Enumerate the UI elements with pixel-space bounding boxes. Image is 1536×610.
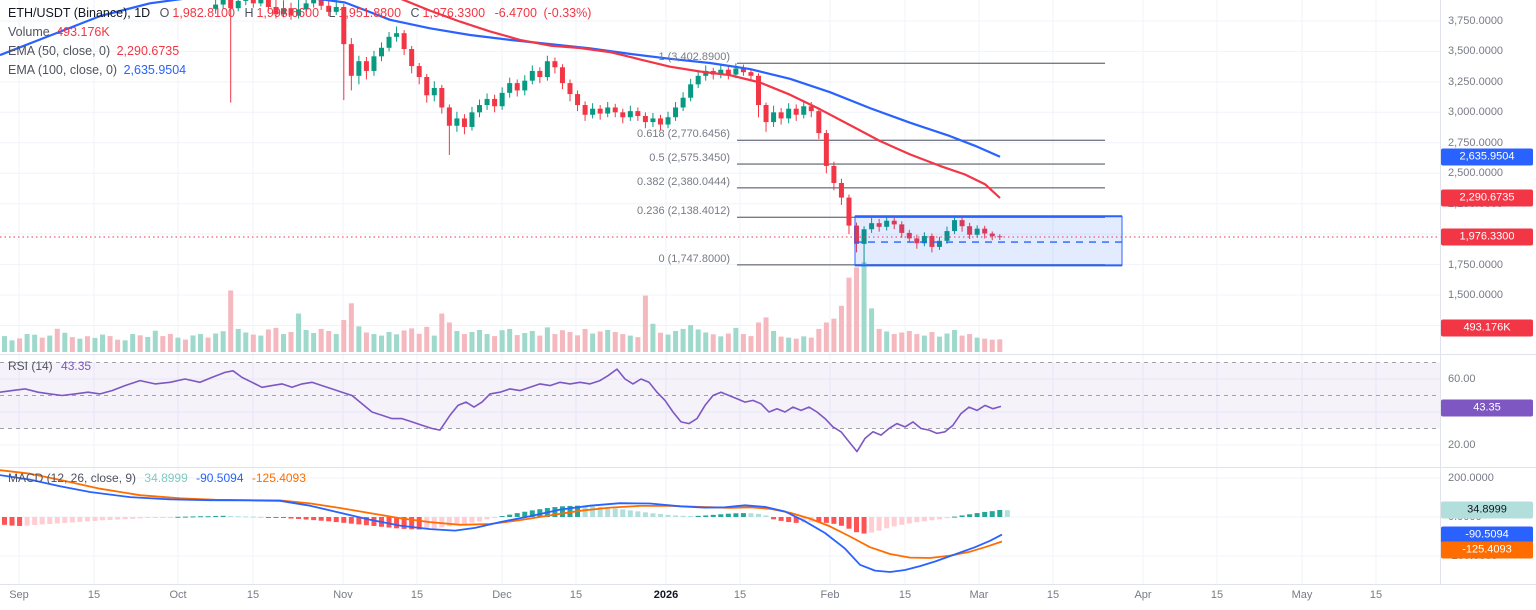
low-value: 1,951.8800 <box>338 6 402 20</box>
price-axis-label: 2,750.0000 <box>1448 136 1504 149</box>
rsi-value: 43.35 <box>61 359 92 373</box>
macd-hist-value: 34.8999 <box>144 471 188 485</box>
price-axis-label: 60.00 <box>1448 373 1476 385</box>
time-axis-label: 15 <box>410 589 424 601</box>
price-axis-label: 1,750.0000 <box>1448 258 1504 271</box>
volume-value: 493.176K <box>56 25 110 39</box>
macd-signal-value: -125.4093 <box>251 471 306 485</box>
fib-level-label: 0 (1,747.8000) <box>658 252 730 265</box>
price-axis-label: 20.00 <box>1448 439 1476 451</box>
price-axis-label: 3,750.0000 <box>1448 15 1504 27</box>
macd-line-badge: -90.5094 <box>1441 526 1533 544</box>
price-axis-label: 2,500.0000 <box>1448 167 1504 180</box>
ema100-badge: 2,635.9504 <box>1441 148 1533 166</box>
time-axis-label: 15 <box>898 589 912 601</box>
volume-row: Volume 493.176K <box>8 23 591 42</box>
fib-selection-box[interactable] <box>854 215 1123 266</box>
rsi-label[interactable]: RSI (14) <box>8 359 53 373</box>
time-axis-label: Mar <box>969 589 989 601</box>
macd-label[interactable]: MACD (12, 26, close, 9) <box>8 471 137 485</box>
price-axis-label: 1,500.0000 <box>1448 289 1504 301</box>
ema100-value: 2,635.9504 <box>123 63 187 77</box>
volume-badge: 493.176K <box>1441 319 1533 337</box>
close-value: 1,976.3300 <box>422 6 486 20</box>
ema100-row: EMA (100, close, 0) 2,635.9504 <box>8 61 591 80</box>
fib-level-label: 0.236 (2,138.4012) <box>637 205 730 218</box>
time-axis-label: 15 <box>1210 589 1224 601</box>
fib-level-label: 1 (3,402.8900) <box>658 51 730 64</box>
low-label: L <box>328 6 336 20</box>
macd-line-value: -90.5094 <box>196 471 244 485</box>
macd-legend: MACD (12, 26, close, 9) 34.8999 -90.5094… <box>8 471 306 485</box>
volume-label[interactable]: Volume <box>8 25 50 39</box>
fib-level-label: 0.618 (2,770.6456) <box>637 128 730 141</box>
close-label: C <box>410 6 420 20</box>
rsi-legend: RSI (14) 43.35 <box>8 359 91 373</box>
legend: ETH/USDT (Binance), 1D O 1,982.8100 H 1,99… <box>8 4 591 80</box>
time-axis-label: 15 <box>569 589 583 601</box>
time-axis-label: Dec <box>492 589 512 601</box>
rsi-badge: 43.35 <box>1441 399 1533 417</box>
price-axis-label: 3,000.0000 <box>1448 106 1504 119</box>
time-axis-label: Apr <box>1134 589 1152 601</box>
ema50-value: 2,290.6735 <box>116 44 180 58</box>
time-axis-label: Nov <box>333 589 353 601</box>
open-label: O <box>159 6 170 20</box>
ema50-label[interactable]: EMA (50, close, 0) <box>8 44 111 58</box>
change-percent: (-0.33%) <box>543 6 592 20</box>
pane-separator-rsi[interactable] <box>0 354 1536 355</box>
ema50-badge: 2,290.6735 <box>1441 189 1533 207</box>
open-value: 1,982.8100 <box>172 6 235 20</box>
ema50-row: EMA (50, close, 0) 2,290.6735 <box>8 42 591 61</box>
macd-hist-badge: 34.8999 <box>1441 501 1533 519</box>
time-axis-label: 15 <box>1369 589 1383 601</box>
change-value: -6.4700 <box>494 6 537 20</box>
high-label: H <box>244 6 254 20</box>
time-axis-label: 15 <box>1046 589 1060 601</box>
time-axis-label: Feb <box>820 589 840 601</box>
high-value: 1,998.6600 <box>256 6 320 20</box>
time-axis-label: 2026 <box>653 589 679 601</box>
price-axis-label: 200.0000 <box>1448 472 1494 484</box>
time-axis-label: Sep <box>9 589 29 601</box>
fib-level-label: 0.382 (2,380.0444) <box>637 175 730 188</box>
price-axis-separator <box>1440 0 1441 584</box>
fib-level-label: 0.5 (2,575.3450) <box>649 152 730 165</box>
price-axis-label: 3,500.0000 <box>1448 45 1504 58</box>
time-axis-label: 15 <box>733 589 747 601</box>
macd-signal-badge: -125.4093 <box>1441 541 1533 559</box>
price-axis-label: 3,250.0000 <box>1448 75 1504 88</box>
time-axis-label: May <box>1291 589 1313 601</box>
time-axis-label: Oct <box>169 589 187 601</box>
pane-separator-macd[interactable] <box>0 467 1536 468</box>
symbol-row: ETH/USDT (Binance), 1D O 1,982.8100 H 1,99… <box>8 4 591 23</box>
symbol-title[interactable]: ETH/USDT (Binance), 1D <box>8 6 151 20</box>
time-axis-label: 15 <box>246 589 260 601</box>
time-axis-label: 15 <box>87 589 101 601</box>
ema100-label[interactable]: EMA (100, close, 0) <box>8 63 118 77</box>
time-axis-separator <box>0 584 1536 585</box>
last-price-badge: 1,976.3300 <box>1441 228 1533 246</box>
